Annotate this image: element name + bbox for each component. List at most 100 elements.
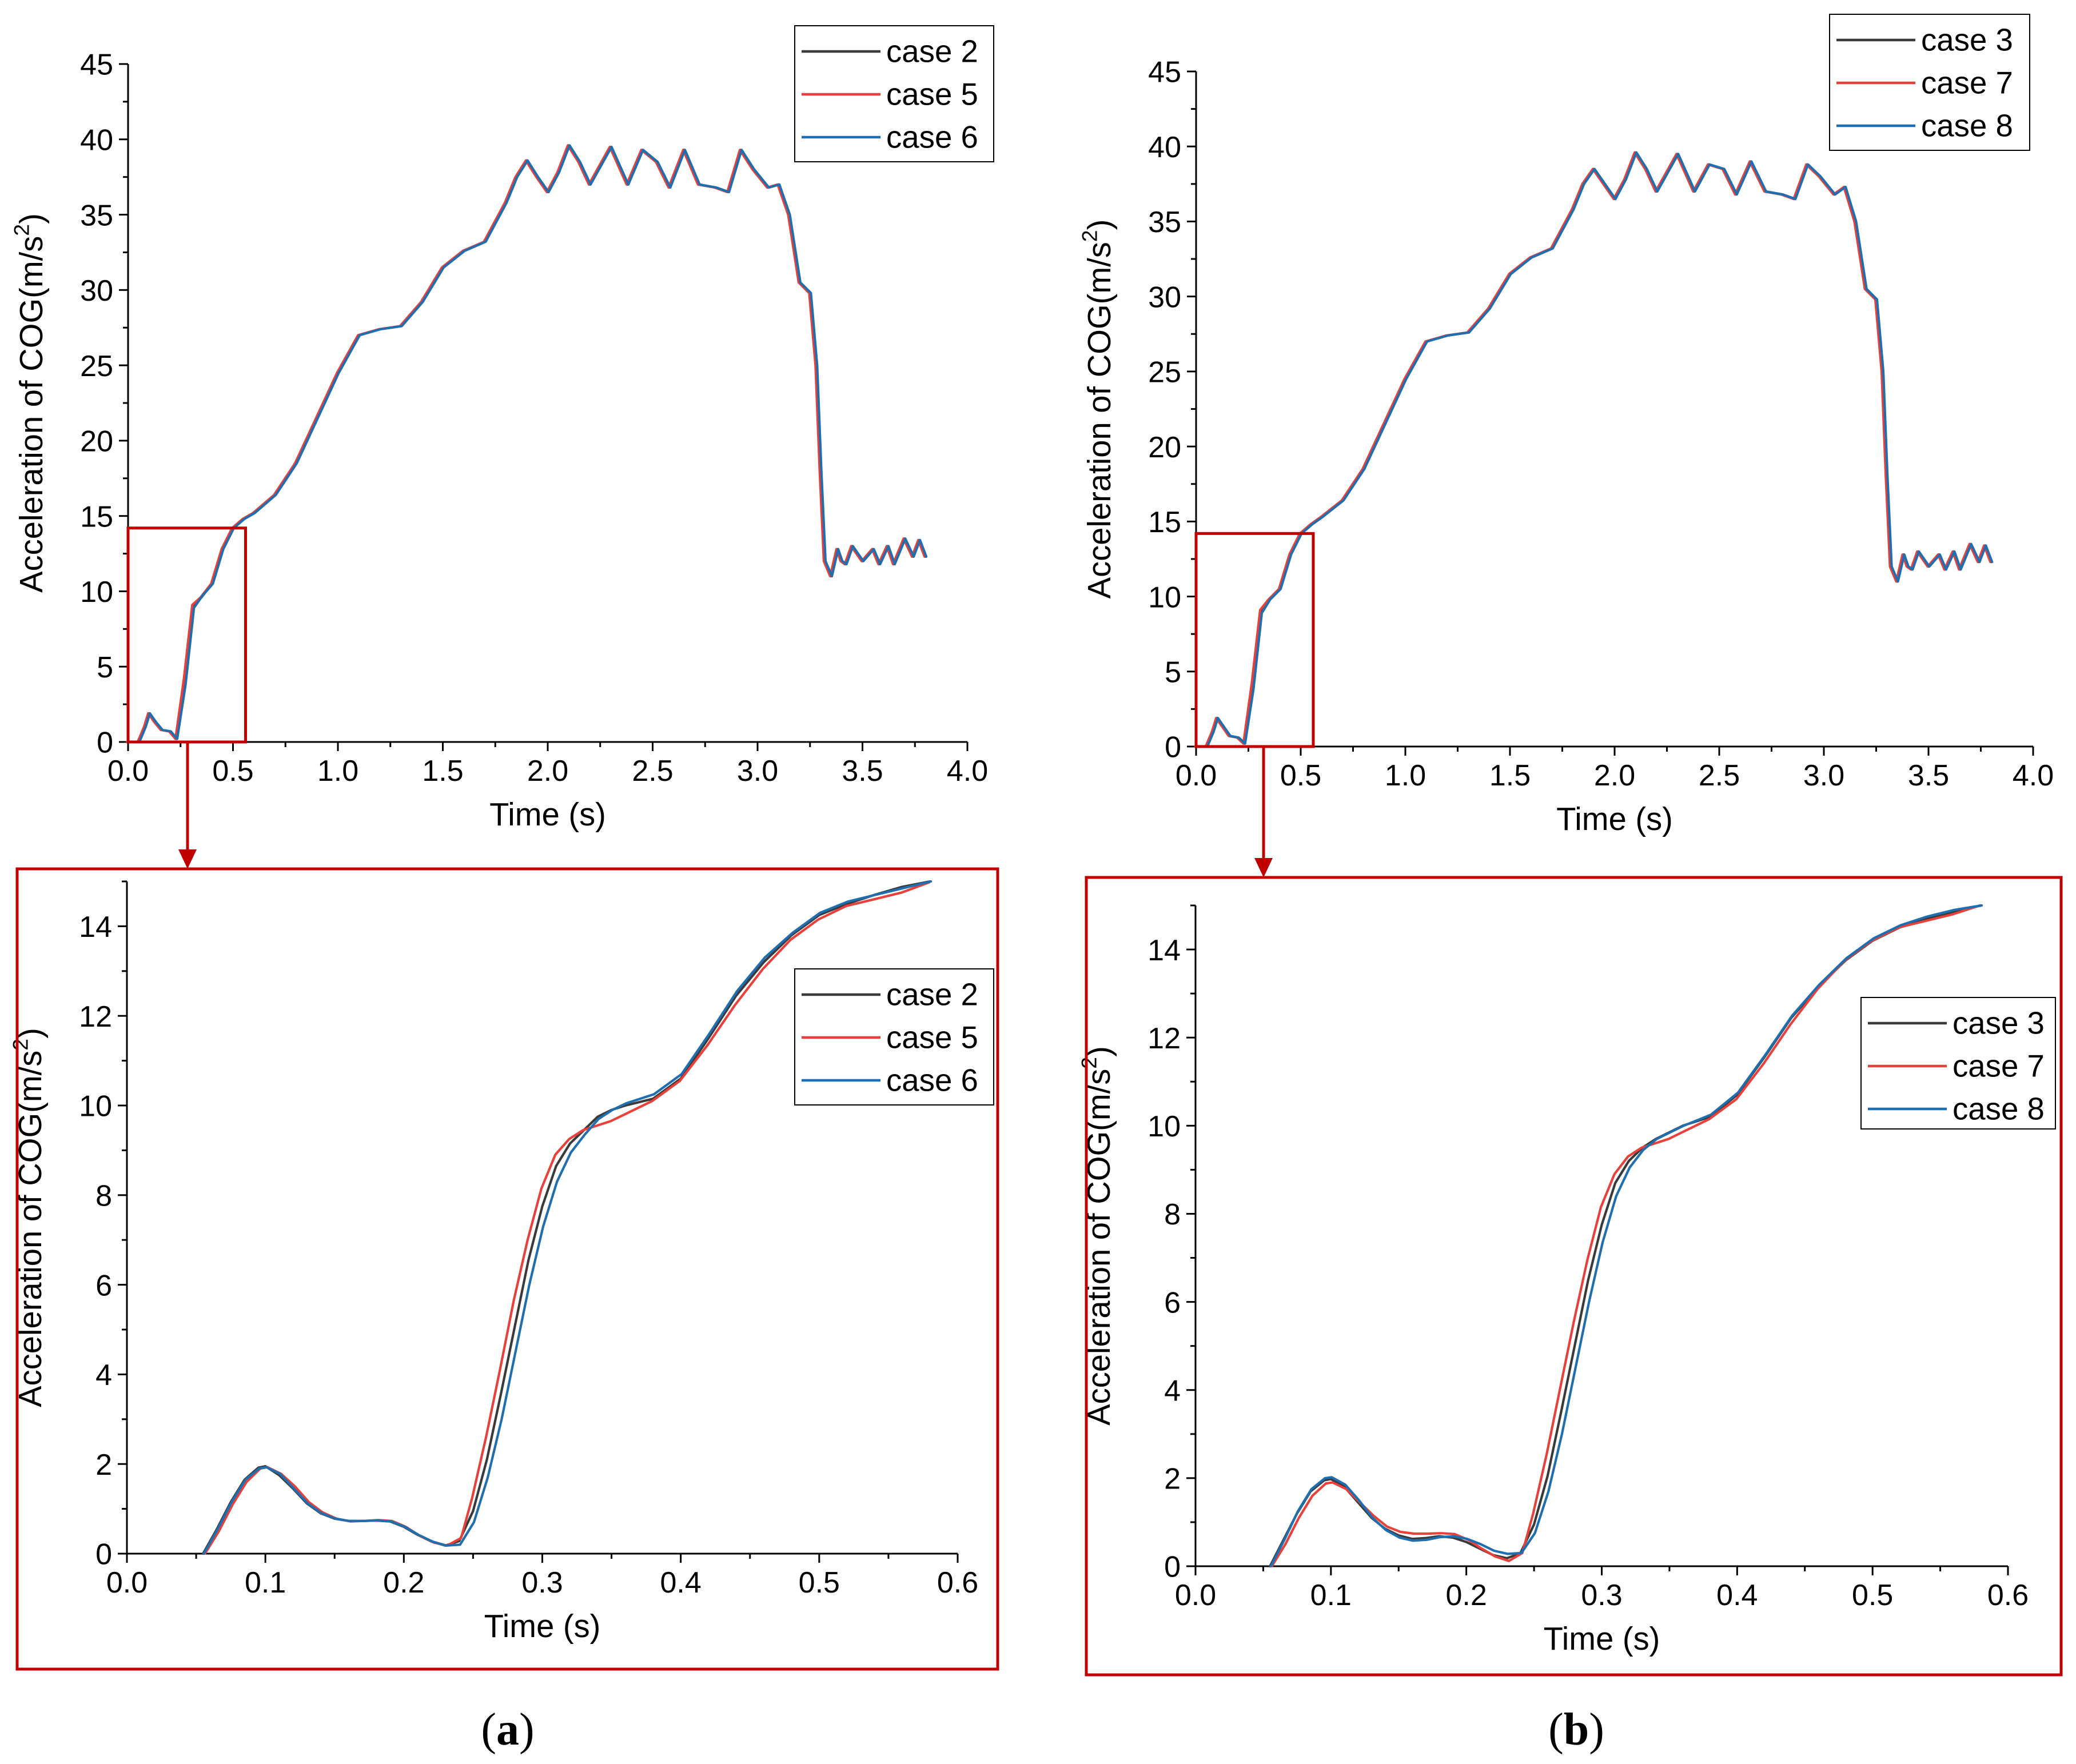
- x-axis-title: Time (s): [489, 796, 606, 832]
- y-tick-label: 10: [80, 576, 113, 609]
- legend-label: case 5: [886, 1020, 978, 1055]
- y-tick-label: 2: [1164, 1463, 1181, 1496]
- y-tick-label: 5: [97, 651, 113, 684]
- zoom-region-box: [1194, 532, 1315, 748]
- y-tick-label: 40: [1148, 131, 1181, 164]
- y-tick-label: 10: [1147, 1110, 1181, 1143]
- x-tick-label: 4.0: [947, 755, 988, 788]
- x-tick-label: 0.0: [1176, 759, 1217, 792]
- y-tick-label: 8: [1164, 1198, 1181, 1231]
- x-tick-label: 0.0: [107, 755, 149, 788]
- x-tick-label: 3.5: [1908, 759, 1949, 792]
- y-tick-label: 10: [1148, 581, 1181, 614]
- series-line-case-8: [1196, 151, 1994, 748]
- y-tick-label: 15: [1148, 506, 1181, 539]
- zoom-frame-b: [1085, 876, 2063, 1677]
- y-axis-title-superscript: 2: [9, 1039, 33, 1051]
- legend-label: case 3: [1953, 1006, 2045, 1041]
- y-tick-label: 6: [1164, 1286, 1181, 1319]
- series-line-case-5: [204, 881, 931, 1555]
- x-tick-label: 0.5: [1852, 1579, 1893, 1612]
- x-tick-label: 0.0: [106, 1566, 148, 1599]
- y-tick-label: 12: [1147, 1022, 1181, 1055]
- x-tick-label: 0.3: [1581, 1579, 1622, 1612]
- x-tick-label: 1.5: [422, 755, 463, 788]
- y-tick-label: 5: [1165, 656, 1181, 689]
- caption-paren-open: (: [481, 1705, 496, 1755]
- legend: case 3 case 7 case 8: [1860, 997, 2056, 1130]
- x-axis-title: Time (s): [1544, 1621, 1660, 1657]
- y-tick-label: 14: [1147, 934, 1181, 967]
- zoom-arrow-b-head: [1254, 858, 1273, 877]
- y-axis-title: Acceleration of COG(m/s2): [9, 1028, 48, 1407]
- x-tick-label: 0.6: [1987, 1579, 2029, 1612]
- y-tick-label: 40: [80, 123, 113, 157]
- legend-label: case 3: [1921, 23, 2013, 58]
- x-tick-label: 0.5: [212, 755, 253, 788]
- x-axis-title: Time (s): [484, 1608, 601, 1644]
- x-tick-label: 0.5: [799, 1566, 840, 1599]
- x-tick-label: 1.5: [1489, 759, 1531, 792]
- x-tick-label: 0.1: [245, 1566, 286, 1599]
- zoom-region-box: [126, 526, 248, 744]
- x-tick-label: 0.2: [383, 1566, 424, 1599]
- y-tick-label: 6: [95, 1269, 112, 1302]
- legend: case 3 case 7 case 8: [1829, 14, 2030, 151]
- series-line-case-5: [126, 144, 926, 744]
- x-tick-label: 3.0: [1803, 759, 1844, 792]
- y-axis-title-end: ): [1081, 1046, 1117, 1057]
- y-tick-label: 2: [95, 1448, 112, 1482]
- x-tick-label: 2.5: [1699, 759, 1740, 792]
- series-line-case-3: [1194, 151, 1993, 748]
- y-tick-label: 30: [80, 274, 113, 308]
- y-tick-label: 4: [1164, 1374, 1181, 1407]
- zoom-frame-a: [15, 867, 999, 1671]
- x-tick-label: 0.5: [1280, 759, 1321, 792]
- caption-paren-close: ): [519, 1705, 535, 1755]
- panel-caption-b: (b): [1548, 1705, 1604, 1755]
- legend: case 2 case 5 case 6: [794, 25, 994, 162]
- series-line-case-6: [127, 144, 928, 744]
- x-tick-label: 0.6: [937, 1566, 978, 1599]
- y-tick-label: 15: [80, 500, 113, 533]
- x-tick-label: 1.0: [1385, 759, 1426, 792]
- x-tick-label: 0.0: [1175, 1579, 1216, 1612]
- chart-a-zoom: 0.0 0.1 0.2 0.3 0.4 0.5 0.6 0 2 4 6 8 10 12 14 Time (s)…: [9, 880, 994, 1644]
- y-tick-label: 20: [1148, 431, 1181, 464]
- x-tick-label: 0.3: [521, 1566, 563, 1599]
- y-axis-title-main: Acceleration of COG(m/s: [1081, 242, 1117, 598]
- y-tick-label: 45: [80, 49, 113, 82]
- x-tick-label: 0.1: [1310, 1579, 1352, 1612]
- caption-letter: b: [1564, 1705, 1589, 1755]
- y-axis-title-superscript: 2: [1077, 1057, 1101, 1069]
- y-tick-label: 14: [79, 911, 112, 944]
- caption-paren-close: ): [1589, 1705, 1604, 1755]
- legend-label: case 7: [1921, 66, 2013, 101]
- y-axis-title-end: ): [13, 213, 49, 224]
- y-tick-label: 20: [80, 425, 113, 458]
- x-tick-label: 1.0: [317, 755, 358, 788]
- x-tick-label: 2.0: [527, 755, 568, 788]
- x-tick-label: 0.4: [660, 1566, 702, 1599]
- x-tick-label: 4.0: [2013, 759, 2054, 792]
- y-tick-label: 4: [95, 1359, 112, 1392]
- y-tick-label: 10: [79, 1090, 112, 1123]
- legend-label: case 8: [1921, 109, 2013, 143]
- y-tick-label: 0: [97, 727, 113, 760]
- series-line-case-7: [1194, 151, 1992, 748]
- y-tick-label: 12: [79, 1000, 112, 1033]
- x-tick-label: 3.5: [842, 755, 883, 788]
- y-axis-title-superscript: 2: [1078, 230, 1102, 242]
- y-axis-title: Acceleration of COG(m/s2): [1077, 1046, 1117, 1426]
- legend: case 2 case 5 case 6: [794, 968, 994, 1106]
- legend-label: case 5: [886, 77, 978, 112]
- chart-a-main: 0.0 0.5 1.0 1.5 2.0 2.5 3.0 3.5 4.0 0 5 10 15 20 25 30 3…: [10, 25, 994, 832]
- chart-b-zoom: 0.0 0.1 0.2 0.3 0.4 0.5 0.6 0 2 4 6 8 10 12 14 Time (s)…: [1077, 904, 2056, 1657]
- legend-label: case 6: [886, 120, 978, 155]
- x-axis-title: Time (s): [1556, 801, 1673, 837]
- chart-b-main: 0.0 0.5 1.0 1.5 2.0 2.5 3.0 3.5 4.0 0 5 10 15 20 25 30 3…: [1078, 14, 2054, 837]
- series-line-case-2: [126, 144, 927, 744]
- y-axis-title-main: Acceleration of COG(m/s: [13, 236, 49, 593]
- x-tick-label: 0.2: [1446, 1579, 1487, 1612]
